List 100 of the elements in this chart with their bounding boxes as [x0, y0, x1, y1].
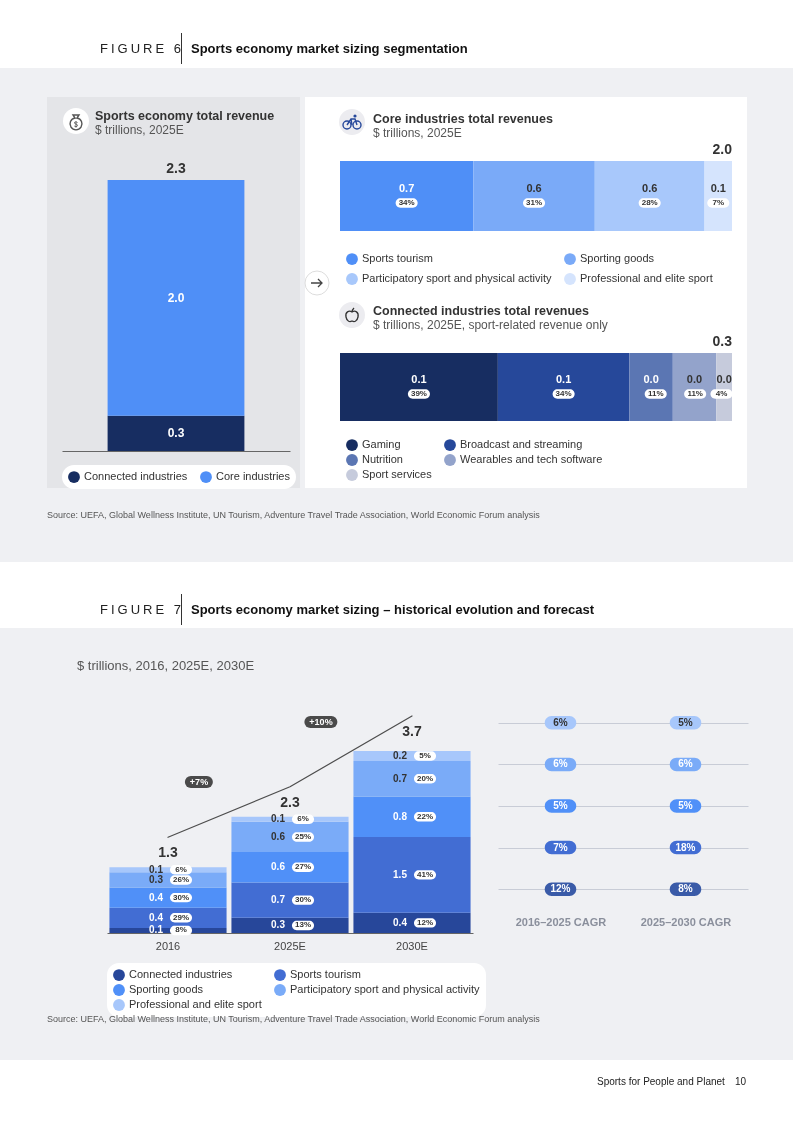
- bar: [353, 836, 471, 913]
- bar: [231, 821, 349, 853]
- caption: FIGURE 7: [100, 602, 184, 617]
- data-label: 3.7: [402, 723, 422, 739]
- data-label: 0.1: [271, 813, 286, 825]
- text: 2016–2025 CAGR: [515, 915, 607, 928]
- data-label: 1.5: [393, 868, 408, 880]
- text: 6%: [553, 716, 568, 728]
- text: 5%: [678, 716, 693, 728]
- bar: [629, 353, 673, 421]
- data-label: 0.7: [271, 894, 286, 906]
- annotation: 34%: [555, 389, 572, 398]
- text: Sports economy market sizing segmentation: [191, 41, 468, 56]
- legend-label: Wearables and tech software: [460, 453, 603, 465]
- x-tick-label: 2016: [155, 939, 181, 952]
- text: 18%: [675, 841, 696, 853]
- x-tick-label: 2025E: [274, 939, 306, 952]
- total-label: 0.3: [712, 333, 733, 349]
- data-label: 0.0: [716, 373, 732, 385]
- text: Sports for People and Planet: [597, 1076, 725, 1087]
- chart-title: $ trillions, 2016, 2025E, 2030E: [77, 658, 255, 674]
- annotation: 30%: [172, 892, 190, 902]
- annotation: 25%: [294, 831, 312, 841]
- data-label: 0.6: [526, 182, 542, 194]
- data-label: 0.7: [393, 772, 408, 784]
- data-label: 1.3: [158, 844, 178, 861]
- bar: [231, 852, 349, 883]
- legend-label: Professional and elite sport: [580, 272, 713, 284]
- total-label: 2.3: [166, 160, 186, 176]
- total-label: 2.0: [712, 141, 733, 157]
- bar: [473, 161, 595, 231]
- x-tick-label: 2030E: [396, 939, 428, 952]
- chart-subtitle: $ trillions, 2025E: [373, 126, 462, 140]
- bar: [672, 353, 717, 421]
- annotation: 29%: [172, 912, 190, 922]
- text: 12%: [550, 883, 571, 895]
- data-label: 0.0: [643, 373, 659, 385]
- annotation: 27%: [294, 862, 312, 872]
- data-label: 0.8: [393, 810, 408, 822]
- source-note: Source: UEFA, Global Wellness Institute, UN Tourism, Adventure Travel Trade Association, World Economic Forum analysis: [47, 509, 541, 522]
- chart-title: Connected industries total revenues: [373, 303, 590, 318]
- data-label: 0.1: [555, 373, 572, 385]
- data-label: 0.3: [149, 873, 164, 885]
- bar: [353, 912, 471, 933]
- text: 7%: [553, 841, 568, 853]
- annotation: 5%: [419, 751, 431, 761]
- bar: [231, 882, 349, 918]
- bar: [109, 872, 227, 888]
- annotation: 8%: [175, 925, 187, 935]
- legend-label: Participatory sport and physical activity: [290, 983, 481, 995]
- chart-subtitle: $ trillions, 2025E: [95, 123, 184, 137]
- chart-subtitle: $ trillions, 2025E, sport-related revenue only: [373, 318, 608, 332]
- bar: [340, 161, 474, 231]
- legend-label: Broadcast and streaming: [460, 438, 583, 451]
- data-label: 2.3: [280, 793, 300, 810]
- text: 5%: [553, 800, 568, 811]
- legend-label: Sports tourism: [290, 968, 361, 981]
- annotation: 7%: [712, 198, 725, 207]
- annotation: 28%: [641, 198, 658, 207]
- text: Sports economy market sizing – historical evolution and forecast: [191, 602, 595, 617]
- chart-title: Core industries total revenues: [373, 111, 553, 126]
- data-label: 0.3: [271, 919, 286, 931]
- text: +10%: [304, 716, 338, 728]
- annotation: 30%: [294, 895, 312, 905]
- data-label: 0.0: [686, 373, 703, 385]
- text: 10: [735, 1076, 747, 1087]
- caption: FIGURE 6: [100, 41, 184, 56]
- legend-label: Participatory sport and physical activity: [362, 272, 553, 284]
- annotation: 34%: [398, 198, 415, 207]
- chart-title: Sports economy total revenue: [95, 108, 275, 123]
- data-label: 0.6: [271, 830, 286, 842]
- text: 2025–2030 CAGR: [640, 915, 732, 928]
- source-note: Source: UEFA, Global Wellness Institute, UN Tourism, Adventure Travel Trade Association, World Economic Forum analysis: [47, 1013, 541, 1026]
- data-label: 0.1: [411, 373, 427, 385]
- legend-label: Professional and elite sport: [129, 998, 262, 1010]
- text: 6%: [678, 758, 693, 770]
- legend-label: Gaming: [362, 438, 401, 451]
- annotation: 22%: [416, 811, 434, 821]
- annotation: 6%: [297, 814, 309, 824]
- data-label: 0.3: [167, 426, 185, 441]
- annotation: 4%: [715, 389, 728, 398]
- annotation: 26%: [172, 874, 190, 884]
- data-label: 0.4: [149, 891, 164, 903]
- data-label: 0.1: [149, 924, 164, 936]
- data-label: 2.0: [167, 290, 185, 305]
- legend-label: Sport services: [362, 468, 433, 480]
- legend-label: Connected industries: [84, 470, 188, 483]
- text: 6%: [553, 758, 568, 770]
- bar: [353, 796, 471, 837]
- annotation: 41%: [416, 869, 434, 879]
- annotation: 12%: [416, 917, 434, 927]
- annotation: 13%: [294, 920, 312, 930]
- legend-label: Connected industries: [129, 968, 233, 981]
- bar: [594, 161, 705, 231]
- data-label: 0.6: [642, 182, 658, 194]
- legend-label: Sporting goods: [129, 983, 204, 995]
- text: 5%: [678, 800, 693, 811]
- bar: [340, 353, 498, 421]
- annotation: 31%: [526, 198, 543, 207]
- data-label: 0.4: [149, 911, 164, 923]
